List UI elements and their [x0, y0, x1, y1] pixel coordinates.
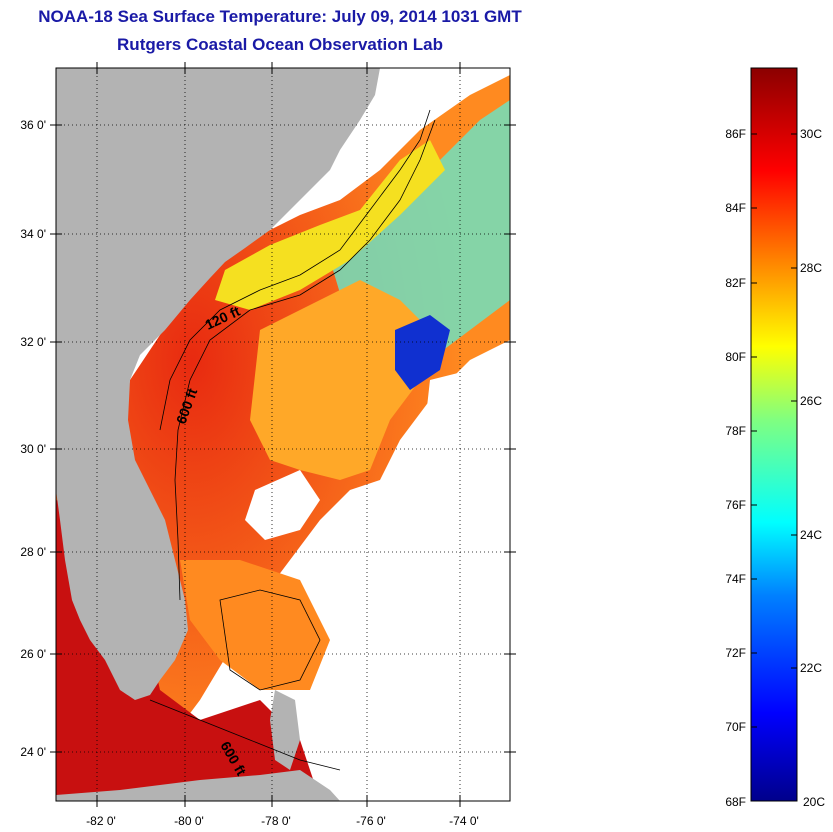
- colorbar-f-label: 70F: [725, 720, 746, 734]
- lat-label: 24 0': [20, 745, 46, 759]
- lat-label: 30 0': [20, 442, 46, 456]
- colorbar-c-label: 28C: [800, 261, 822, 275]
- contour-keys: [149, 699, 341, 771]
- lat-label: 32 0': [20, 335, 46, 349]
- colorbar-f-label: 82F: [725, 276, 746, 290]
- lat-label: 34 0': [20, 227, 46, 241]
- contour-600ft: [174, 119, 436, 601]
- colorbar-f-label: 76F: [725, 498, 746, 512]
- colorbar-f-label: 78F: [725, 424, 746, 438]
- lat-label: 26 0': [20, 647, 46, 661]
- lat-label: 28 0': [20, 545, 46, 559]
- cloud-gap: [330, 360, 510, 801]
- colorbar-c-label: 20C: [803, 795, 825, 809]
- colorbar-f-label: 74F: [725, 572, 746, 586]
- contour-120ft: [159, 109, 431, 431]
- cloud-gap: [245, 470, 320, 540]
- andros-island: [270, 690, 300, 770]
- colorbar-f-label: 84F: [725, 201, 746, 215]
- cuba-land: [56, 770, 340, 801]
- colorbar-f-label: 86F: [725, 127, 746, 141]
- colorbar-f-label: 72F: [725, 646, 746, 660]
- lat-label: 36 0': [20, 118, 46, 132]
- colorbar-f-label: 68F: [725, 795, 746, 809]
- lon-label: -74 0': [449, 814, 479, 828]
- contour-bahamas: [219, 589, 321, 691]
- colorbar-c-label: 24C: [800, 528, 822, 542]
- map-frame: [55, 67, 511, 802]
- colorbar-c-label: 22C: [800, 661, 822, 675]
- colorbar-c-label: 26C: [800, 394, 822, 408]
- lon-label: -78 0': [261, 814, 291, 828]
- lon-label: -80 0': [174, 814, 204, 828]
- sst-orange-offshore: [250, 280, 430, 480]
- lon-label: -76 0': [356, 814, 386, 828]
- temperature-colorbar: 86F 84F 82F 80F 78F 76F 74F 72F 70F 68F …: [725, 67, 825, 809]
- sst-south-orange: [180, 560, 330, 690]
- map-title: NOAA-18 Sea Surface Temperature: July 09…: [38, 7, 522, 26]
- axis-ticks: [50, 62, 516, 807]
- map-subtitle: Rutgers Coastal Ocean Observation Lab: [117, 35, 443, 54]
- lon-label: -82 0': [86, 814, 116, 828]
- sst-yellow-band: [215, 140, 445, 310]
- sst-cool-patch: [395, 315, 450, 390]
- sst-map: 120 ft 600 ft 600 ft 36 0' 34 0' 32 0': [20, 62, 516, 828]
- land-mass: [56, 68, 380, 700]
- colorbar-ticks: [751, 133, 797, 728]
- colorbar-f-label: 80F: [725, 350, 746, 364]
- colorbar-gradient: [750, 67, 798, 802]
- colorbar-c-label: 30C: [800, 127, 822, 141]
